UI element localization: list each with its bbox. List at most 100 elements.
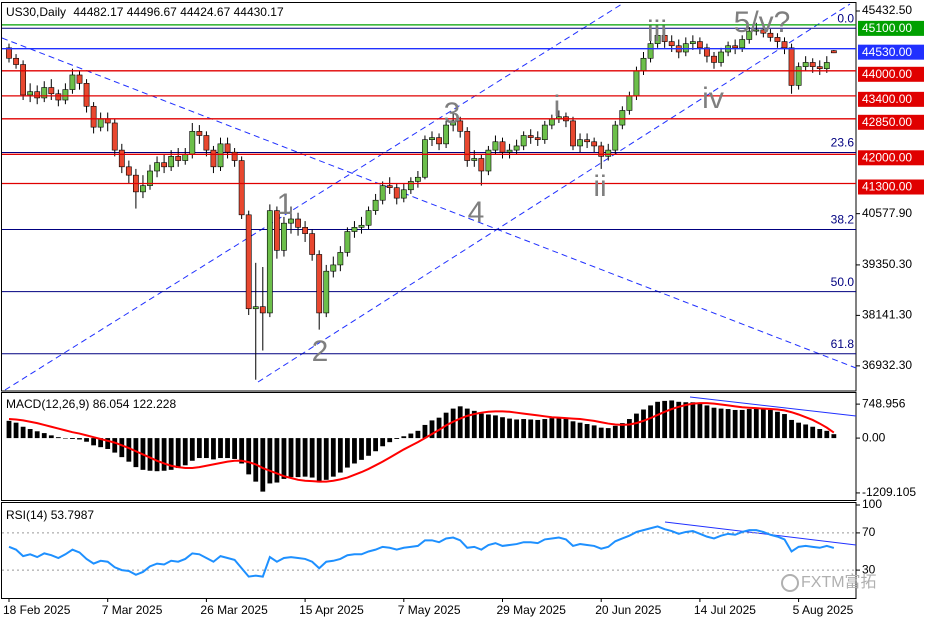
candle-body [281, 222, 287, 251]
candle-body [266, 210, 273, 314]
candle-body [584, 139, 590, 143]
chart-header: US30,Daily 44482.17 44496.67 44424.67 44… [6, 5, 284, 19]
rsi-panel [1, 502, 857, 599]
macd-signal [8, 402, 835, 483]
candle-body [27, 91, 34, 96]
candle-body [62, 89, 69, 101]
macd-bar [408, 433, 414, 439]
macd-bar [669, 400, 675, 439]
candle-body [210, 149, 217, 168]
macd-bar [493, 415, 498, 439]
macd-bar [464, 408, 470, 439]
macd-bar [295, 438, 301, 478]
candle-body [365, 210, 372, 226]
candle-body [168, 156, 175, 168]
x-tick-label: 7 May 2025 [398, 603, 461, 617]
candle-body [182, 153, 189, 161]
candle-body [372, 199, 379, 211]
candle-body [118, 149, 125, 168]
wave-label: 2 [312, 335, 329, 368]
candle-body [704, 47, 710, 57]
macd-bar [288, 438, 294, 478]
candle-body [450, 120, 457, 126]
candle-body [6, 47, 12, 59]
macd-bar [34, 431, 40, 439]
price-level-box [858, 114, 924, 130]
price-level-label: 42000.00 [862, 150, 912, 164]
macd-bar [641, 409, 646, 439]
candle-body [245, 214, 252, 310]
macd-bar [147, 438, 153, 471]
macd-bar [48, 435, 54, 439]
price-level-label: 41300.00 [862, 180, 912, 194]
wave-label: 3 [444, 97, 461, 130]
symbol: US30,Daily [6, 5, 66, 19]
macd-bar [91, 438, 96, 446]
macd-bar [415, 430, 421, 439]
macd-bar [218, 438, 223, 459]
candle-body [732, 45, 739, 49]
macd-value: 86.054 [93, 397, 130, 411]
macd-bar [105, 438, 111, 449]
y-tick-label: 39350.30 [862, 257, 912, 271]
x-tick-label: 7 Mar 2025 [102, 603, 163, 617]
macd-bar [366, 438, 371, 456]
candle-body [746, 30, 753, 40]
macd-bar [330, 438, 336, 477]
rsi-title: RSI(14) [6, 508, 47, 522]
candle-body [661, 35, 668, 42]
macd-bar [27, 429, 33, 439]
candle-body [147, 170, 153, 186]
macd-bar [570, 421, 576, 439]
candle-body [69, 74, 76, 90]
macd-bar [13, 422, 19, 439]
candle-body [393, 187, 400, 199]
candle-body [577, 139, 583, 147]
candle-body [711, 55, 717, 63]
candle-body [196, 131, 203, 136]
macd-bar [70, 438, 75, 439]
macd-bar [662, 400, 668, 439]
candle-body [41, 87, 48, 99]
candle-body [154, 162, 160, 172]
price-level-box [858, 91, 924, 107]
y-tick-label: 30 [862, 562, 876, 576]
candle-body [295, 218, 301, 228]
macd-bar [500, 417, 505, 439]
price-level-box [858, 179, 924, 195]
candle-body [823, 62, 830, 70]
macd-bar [648, 405, 653, 439]
price-level-label: 42850.00 [862, 115, 912, 129]
macd-bar [676, 401, 682, 439]
candle-body [436, 137, 442, 145]
macd-bar [161, 438, 167, 471]
candle-body [288, 218, 294, 224]
candle-body [13, 57, 19, 65]
wave-label: 1 [277, 188, 294, 221]
wave-label: 5/v? [734, 6, 791, 39]
trend-line [664, 521, 857, 546]
macd-bar [655, 401, 660, 439]
macd-bar [718, 408, 724, 439]
candle-body [781, 41, 788, 49]
wave-label: ii [593, 170, 606, 203]
macd-bar [196, 438, 202, 459]
candle-body [527, 135, 534, 138]
candle-body [499, 141, 506, 153]
macd-bar [189, 438, 195, 461]
candle-body [273, 210, 280, 251]
macd-bar [711, 407, 717, 439]
macd-bar [168, 438, 174, 470]
low-value: 44424.67 [180, 5, 230, 19]
candle-body [640, 57, 647, 72]
macd-bar [253, 438, 259, 482]
macd-bar [810, 426, 816, 439]
candle-body [633, 70, 640, 97]
macd-bar [429, 420, 435, 439]
candle-body [443, 124, 449, 145]
macd-bar [584, 424, 590, 439]
fib-label: 0.0 [837, 11, 854, 25]
candle-body [400, 189, 407, 199]
macd-bar [486, 414, 491, 439]
